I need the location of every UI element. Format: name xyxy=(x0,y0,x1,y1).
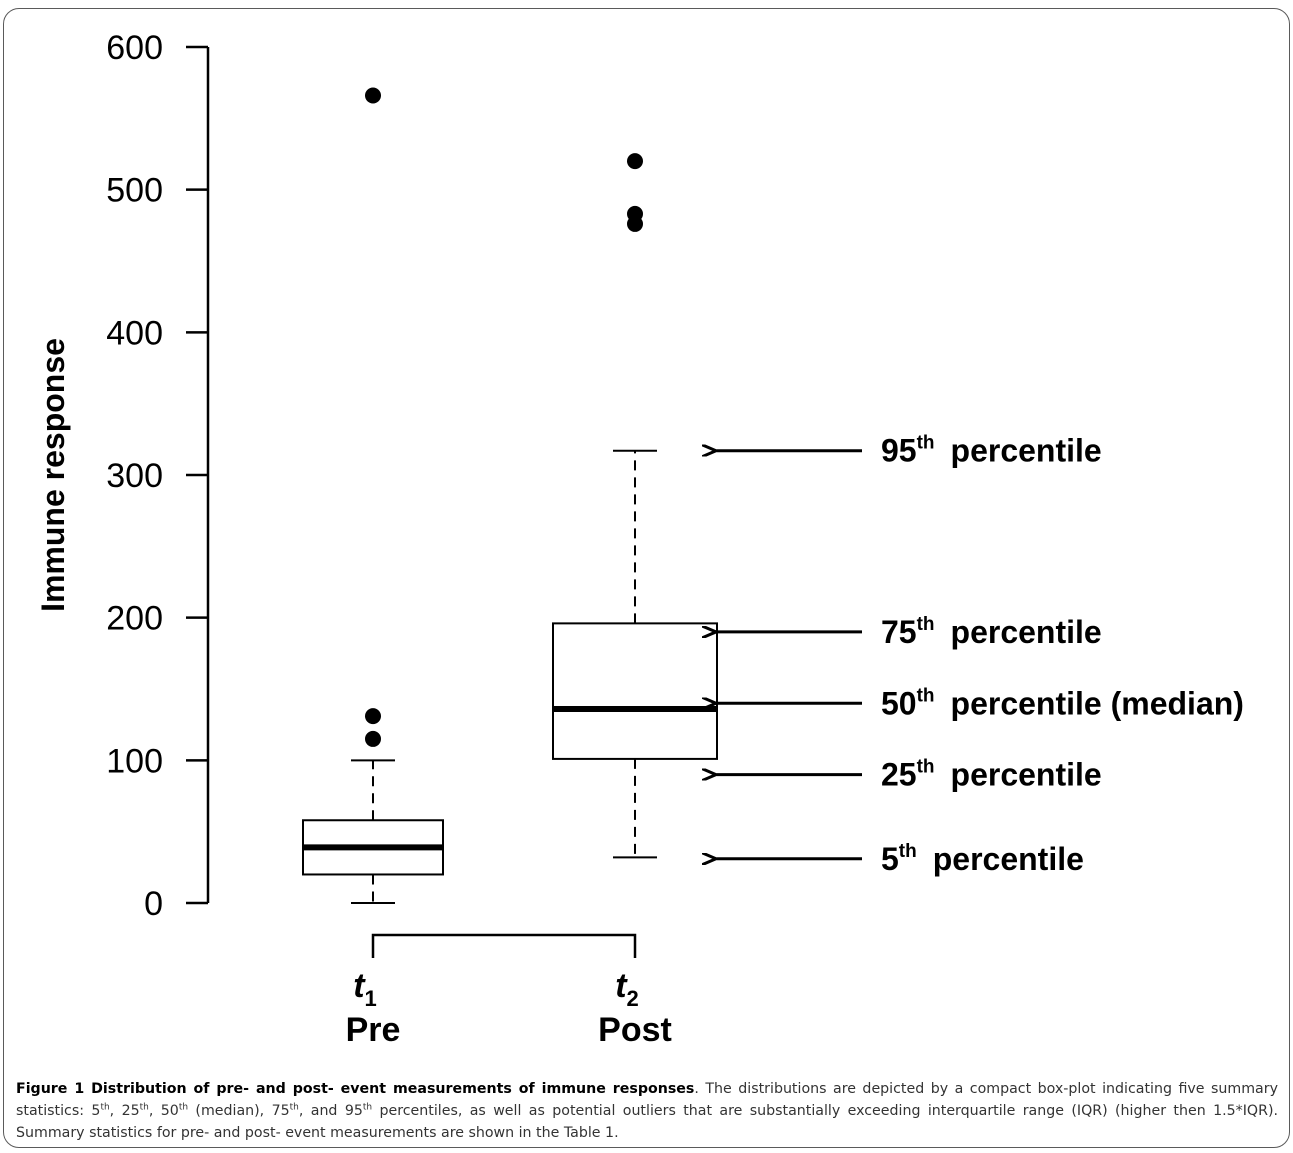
annotation-number: 25 xyxy=(881,757,917,793)
annotation-p5: 5th percentile xyxy=(715,841,1084,877)
annotation-text: percentile xyxy=(933,841,1084,877)
group-symbol-letter: t xyxy=(353,967,366,1005)
box-post xyxy=(552,153,718,859)
y-tick-label: 100 xyxy=(106,742,163,780)
caption-sup-3: th xyxy=(178,1102,189,1113)
group-symbol-subscript: 1 xyxy=(365,986,377,1011)
group-symbol: t2 xyxy=(615,967,639,1011)
y-tick-label: 500 xyxy=(106,172,163,210)
iqr-box xyxy=(552,622,718,760)
annotation-p95: 95th percentile xyxy=(715,433,1102,469)
annotation-p25: 25th percentile xyxy=(715,757,1102,793)
figure-caption: Figure 1 Distribution of pre- and post- … xyxy=(16,1078,1278,1144)
annotation-superscript: th xyxy=(917,614,935,635)
annotation-superscript: th xyxy=(917,757,935,778)
outlier-point xyxy=(627,153,643,170)
caption-text-3: , 50 xyxy=(148,1103,179,1119)
annotation-superscript: th xyxy=(917,685,935,706)
caption-sup-5: th xyxy=(362,1102,373,1113)
outlier-point xyxy=(365,708,381,725)
y-tick-label: 600 xyxy=(106,29,163,67)
annotation-superscript: th xyxy=(917,433,935,454)
annotation-number: 5 xyxy=(881,841,899,877)
caption-title: Figure 1 Distribution of pre- and post- … xyxy=(16,1081,695,1097)
annotation-label: 50th percentile (median) xyxy=(881,685,1244,721)
y-tick-label: 0 xyxy=(144,885,163,923)
annotation-label: 25th percentile xyxy=(881,757,1102,793)
outlier-point xyxy=(627,205,643,222)
annotation-label: 5th percentile xyxy=(881,841,1084,877)
group-bracket xyxy=(371,933,637,958)
annotation-text: percentile xyxy=(951,614,1102,650)
caption-text-4: (median), 75 xyxy=(188,1103,290,1119)
y-tick-label: 300 xyxy=(106,457,163,495)
group-name: Pre xyxy=(346,1011,401,1049)
annotation-text: percentile xyxy=(951,433,1102,469)
outlier-point xyxy=(365,87,381,104)
caption-text-1: . The distributions are depicted by a co… xyxy=(16,1081,1278,1119)
caption-sup-4: th xyxy=(289,1102,299,1113)
caption-text-5: , and 95 xyxy=(298,1103,363,1119)
outlier-point xyxy=(365,730,381,747)
annotation-superscript: th xyxy=(899,841,917,862)
group-symbol-subscript: 2 xyxy=(627,986,639,1011)
caption-sup-1: th xyxy=(100,1102,110,1113)
annotation-text: percentile (median) xyxy=(951,685,1244,721)
y-tick-label: 400 xyxy=(106,314,163,352)
annotation-label: 75th percentile xyxy=(881,614,1102,650)
caption-text-6: percentiles, as well as potential outlie… xyxy=(16,1103,1278,1141)
annotation-p50: 50th percentile (median) xyxy=(715,685,1244,721)
figure-frame xyxy=(3,8,1290,1148)
caption-sup-2: th xyxy=(139,1102,149,1113)
group-symbol: t1 xyxy=(353,967,377,1011)
box-pre xyxy=(302,87,444,904)
y-tick-label: 200 xyxy=(106,600,163,638)
annotation-text: percentile xyxy=(951,757,1102,793)
annotation-label: 95th percentile xyxy=(881,433,1102,469)
group-name: Post xyxy=(598,1011,672,1049)
annotation-number: 75 xyxy=(881,614,917,650)
caption-text-2: , 25 xyxy=(109,1103,140,1119)
y-axis-label: Immune response xyxy=(35,338,71,612)
annotation-number: 50 xyxy=(881,685,917,721)
boxes xyxy=(302,87,718,904)
annotation-p75: 75th percentile xyxy=(715,614,1102,650)
annotation-number: 95 xyxy=(881,433,917,469)
group-symbol-letter: t xyxy=(615,967,628,1005)
y-axis: 0 100 200 300 400 500 600 xyxy=(106,29,210,923)
